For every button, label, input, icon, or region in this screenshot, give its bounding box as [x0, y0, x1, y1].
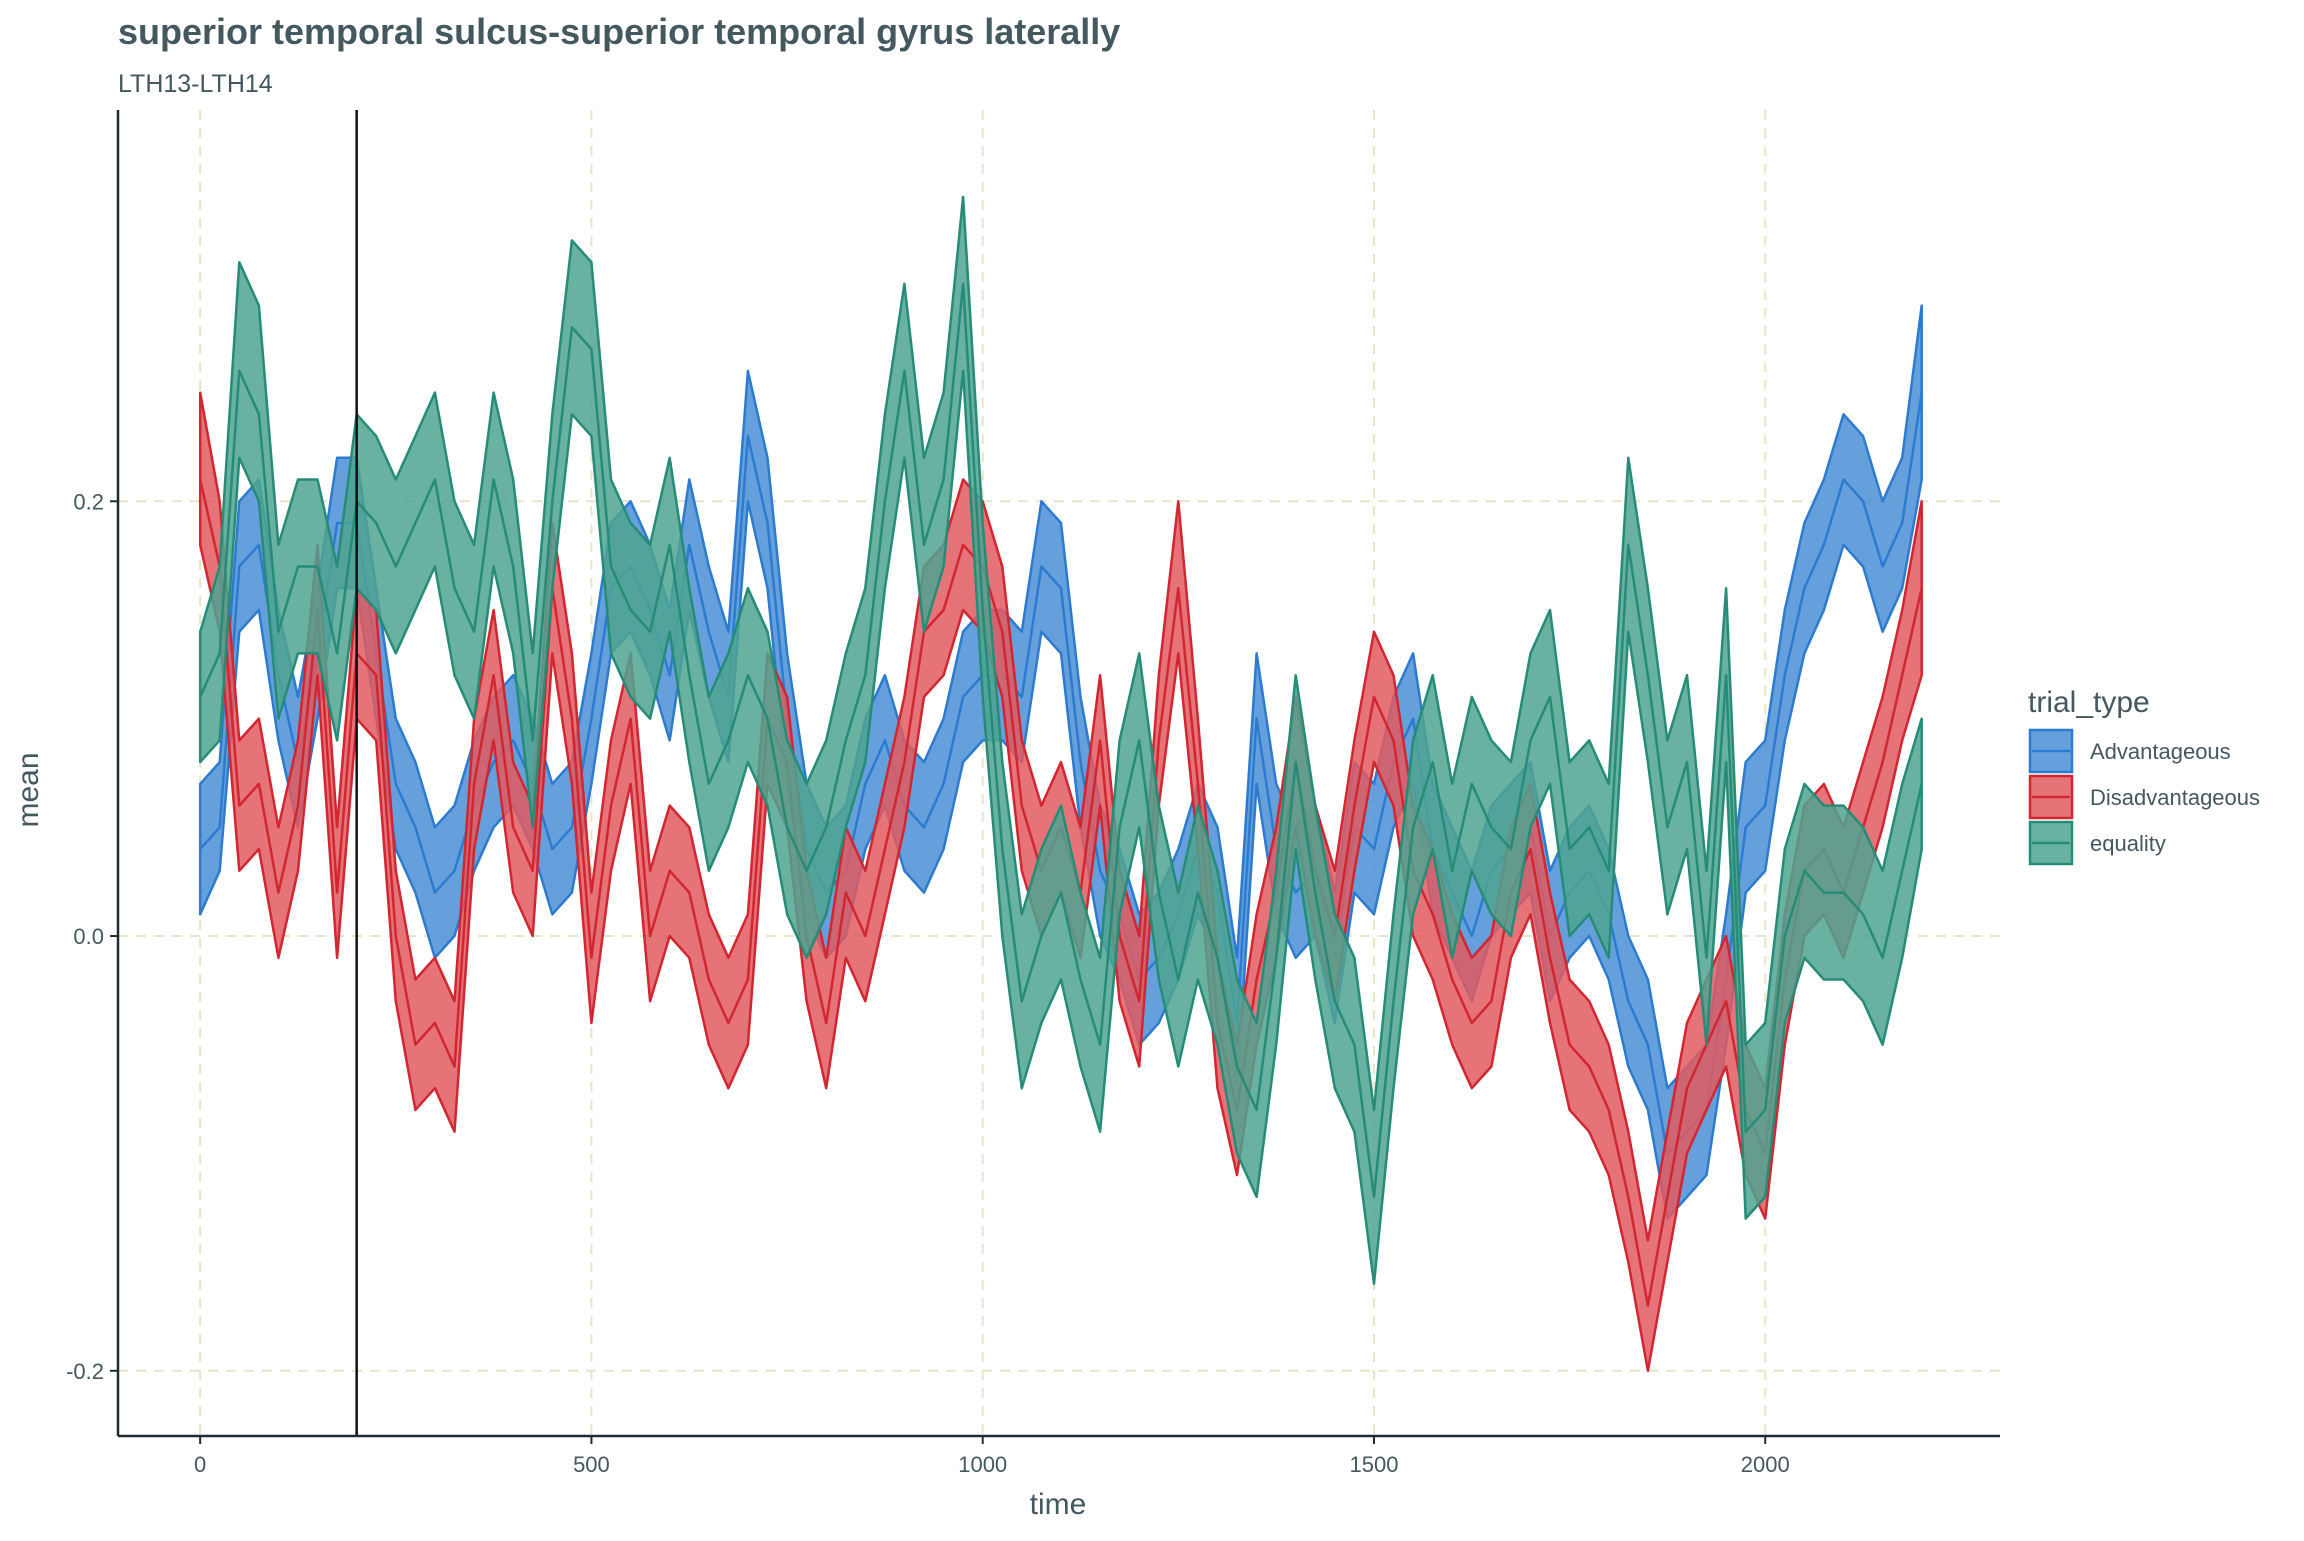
x-tick-label: 1500: [1349, 1452, 1398, 1477]
legend-label-equality: equality: [2090, 831, 2166, 856]
x-axis-title: time: [1030, 1488, 1087, 1521]
legend-title: trial_type: [2028, 686, 2150, 719]
x-tick-label: 2000: [1741, 1452, 1790, 1477]
x-tick-label: 500: [573, 1452, 610, 1477]
ribbon-equality: [198, 195, 1923, 1286]
y-tick-label: 0.2: [73, 489, 104, 514]
y-tick-label: -0.2: [66, 1359, 104, 1384]
legend: trial_type Advantageous Disadvantageous eq…: [2028, 686, 2260, 866]
legend-items: Advantageous Disadvantageous equality: [2028, 728, 2260, 866]
x-tick-label: 1000: [958, 1452, 1007, 1477]
x-tick-label: 0: [194, 1452, 206, 1477]
legend-label-advantageous: Advantageous: [2090, 739, 2231, 764]
legend-label-disadvantageous: Disadvantageous: [2090, 785, 2260, 810]
axes-layer: 0 500 1000 1500 2000 -0.2 0.0 0.2: [66, 110, 2000, 1477]
series-layer: [198, 195, 1923, 1373]
y-axis-title: mean: [12, 752, 45, 827]
chart-title: superior temporal sulcus-superior tempor…: [118, 11, 1120, 52]
y-tick-label: 0.0: [73, 924, 104, 949]
chart-subtitle: LTH13-LTH14: [118, 70, 273, 98]
mean-line-equality: [199, 282, 1923, 1199]
